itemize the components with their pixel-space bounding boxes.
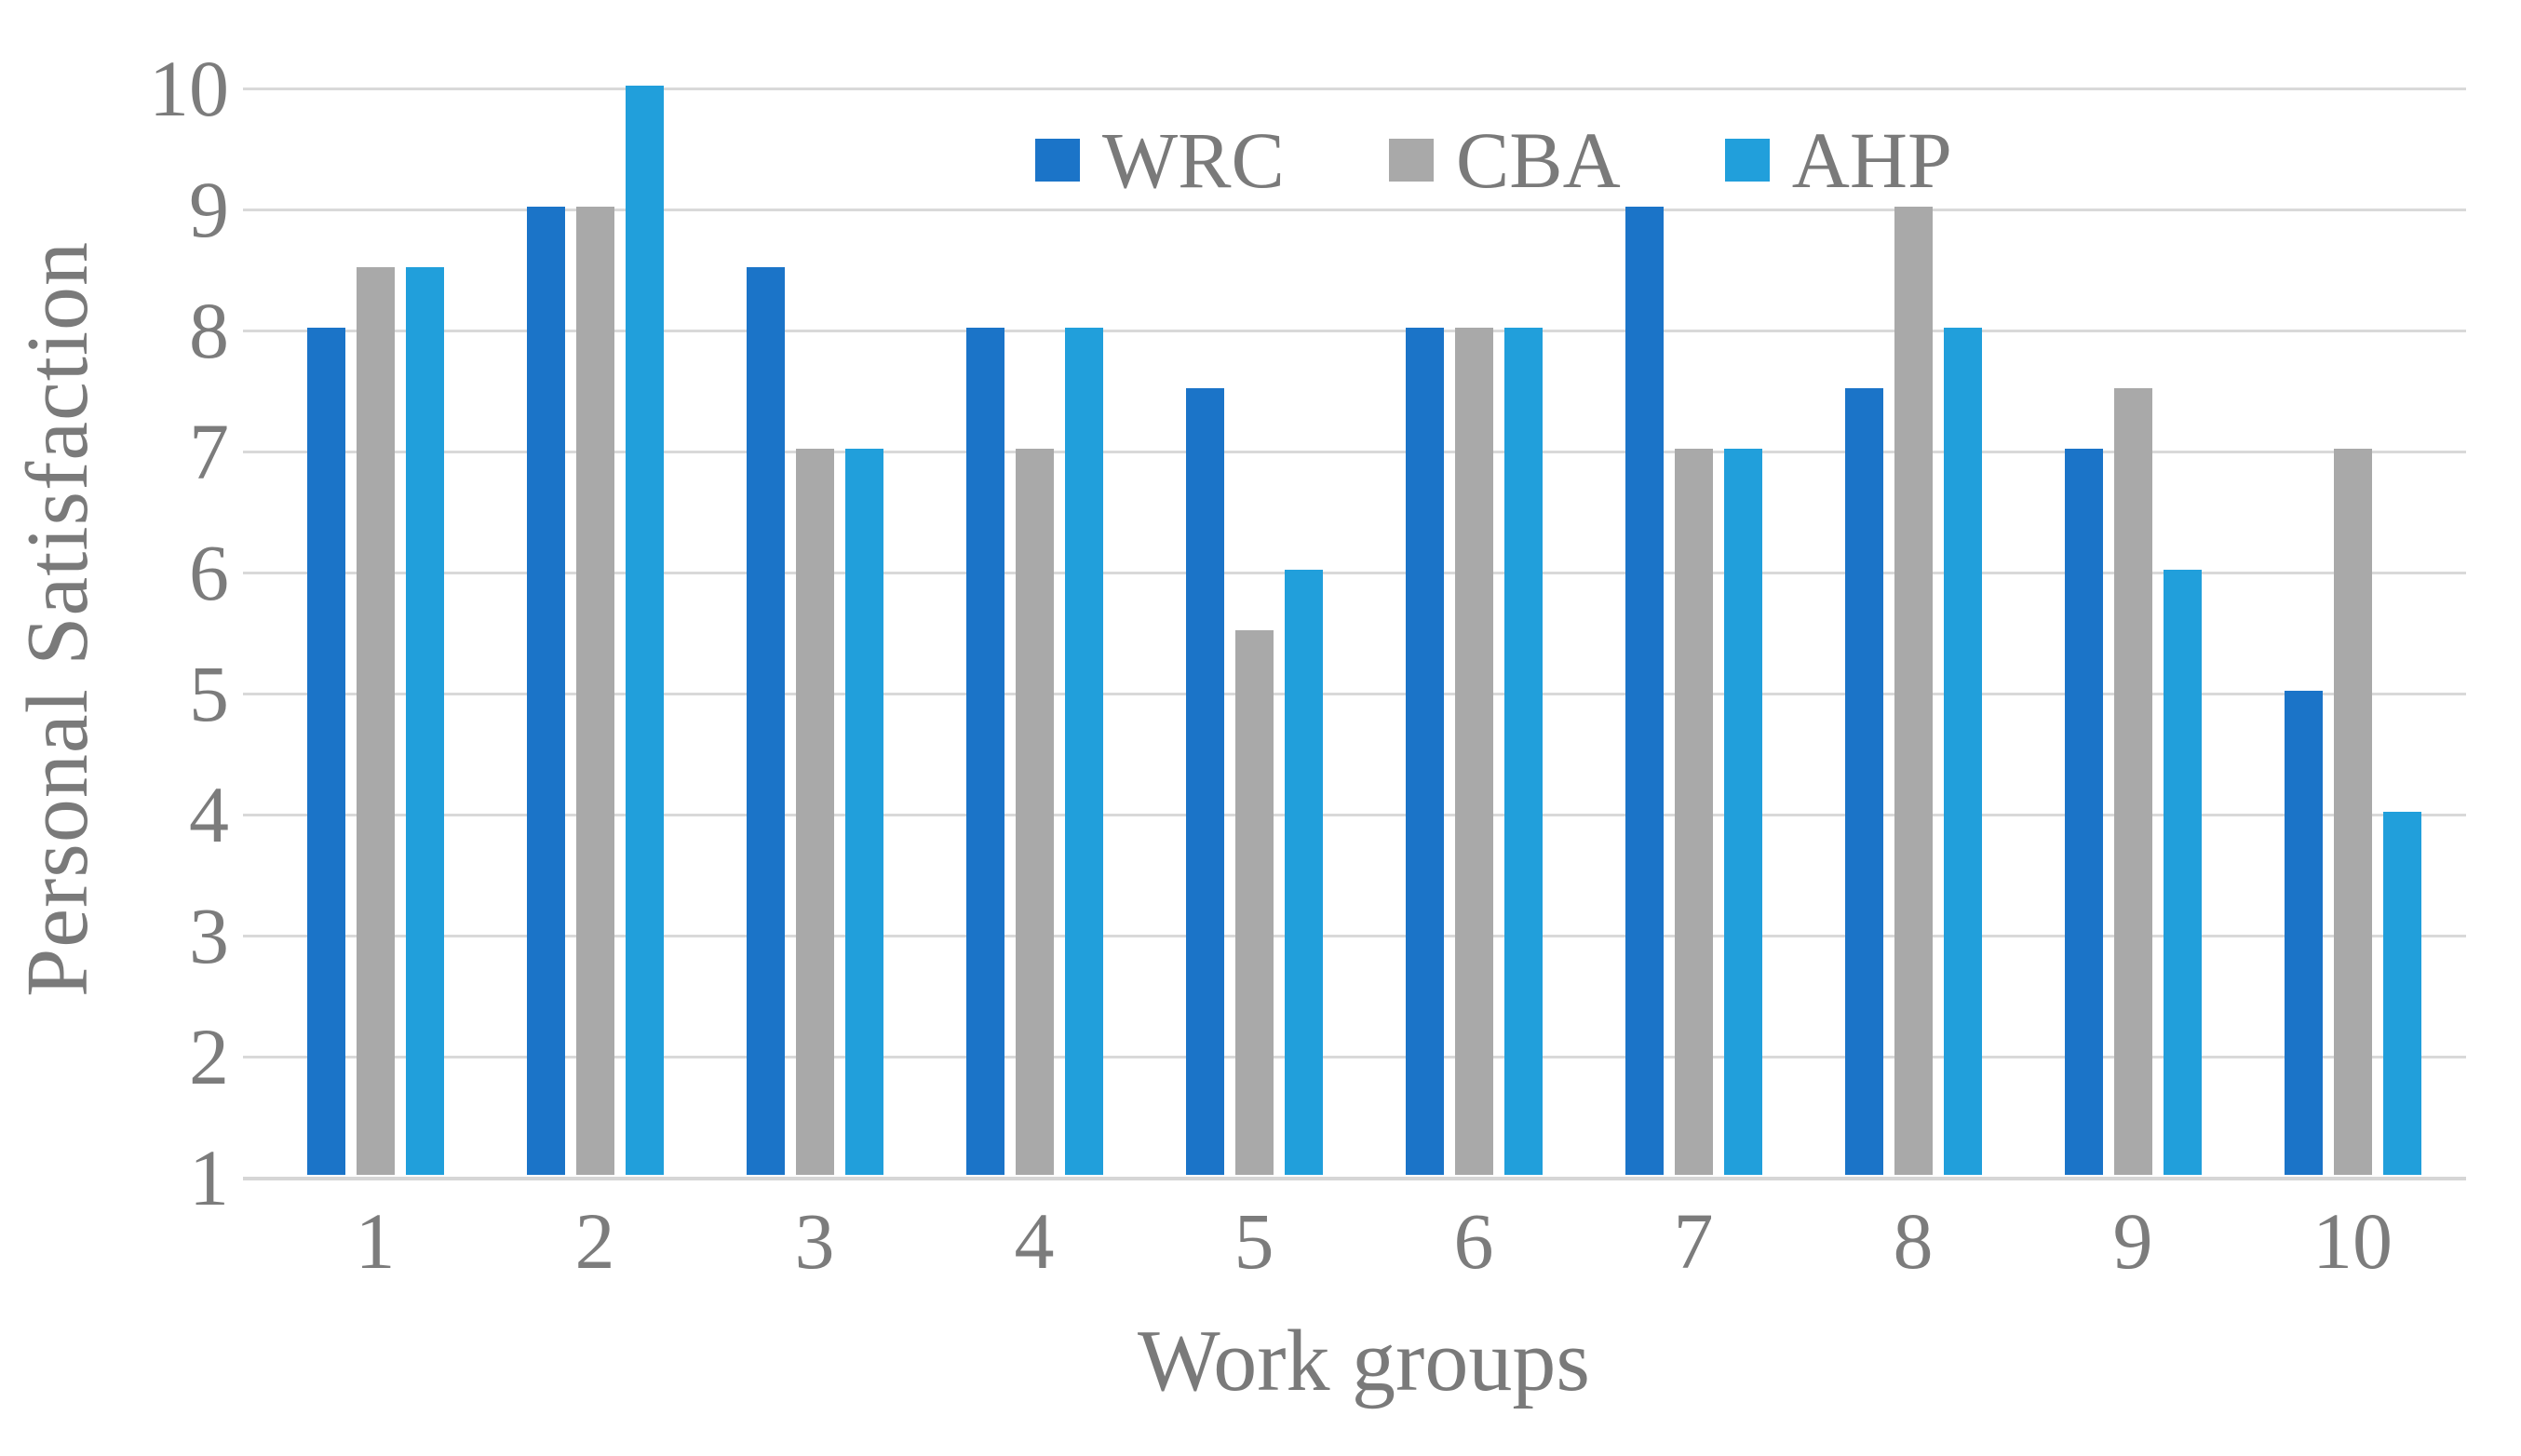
x-tick-label-8: 8 xyxy=(1893,1196,1934,1286)
bar-cba-group-6 xyxy=(1454,328,1493,1175)
bar-ahp-group-6 xyxy=(1503,328,1543,1175)
bar-cba-group-7 xyxy=(1674,449,1713,1175)
bar-wrc-group-8 xyxy=(1844,388,1883,1175)
y-tick-label-4: 4 xyxy=(189,770,229,859)
bar-group-7 xyxy=(1584,88,1803,1175)
bar-ahp-group-7 xyxy=(1723,449,1762,1175)
bar-wrc-group-2 xyxy=(526,207,565,1175)
bar-wrc-group-1 xyxy=(306,328,345,1175)
gridline-y-1 xyxy=(243,1177,2466,1180)
gridline-y-4 xyxy=(243,814,2466,816)
legend-swatch-ahp xyxy=(1724,139,1770,182)
bar-wrc-group-6 xyxy=(1405,328,1444,1175)
bar-ahp-group-10 xyxy=(2382,812,2421,1175)
bar-group-2 xyxy=(485,86,705,1175)
bar-cba-group-8 xyxy=(1894,207,1933,1175)
y-tick-label-5: 5 xyxy=(189,649,229,738)
bar-group-9 xyxy=(2023,88,2243,1175)
bar-group-1 xyxy=(265,88,485,1175)
x-axis-ticks: 1 2 3 4 5 6 7 8 9 10 xyxy=(265,1194,2462,1287)
y-tick-label-1: 1 xyxy=(189,1133,229,1222)
legend-swatch-wrc xyxy=(1035,139,1080,182)
x-tick-label-7: 7 xyxy=(1673,1196,1714,1286)
bar-ahp-group-8 xyxy=(1943,328,1982,1175)
bar-wrc-group-5 xyxy=(1185,388,1224,1175)
x-tick-label-5: 5 xyxy=(1234,1196,1274,1286)
x-tick-label-10: 10 xyxy=(2312,1196,2393,1286)
gridline-y-7 xyxy=(243,451,2466,453)
bar-wrc-group-9 xyxy=(2064,449,2103,1175)
bar-cba-group-5 xyxy=(1234,630,1274,1175)
bar-ahp-group-9 xyxy=(2163,570,2202,1175)
plot-area xyxy=(243,86,2466,1180)
legend-label-cba: CBA xyxy=(1455,115,1621,205)
gridline-y-10 xyxy=(243,88,2466,90)
x-tick-label-2: 2 xyxy=(574,1196,615,1286)
bar-wrc-group-3 xyxy=(746,267,785,1175)
y-tick-label-7: 7 xyxy=(189,407,229,496)
bar-wrc-group-7 xyxy=(1624,207,1664,1175)
bar-cba-group-9 xyxy=(2113,388,2152,1175)
gridline-y-8 xyxy=(243,330,2466,332)
y-tick-label-6: 6 xyxy=(189,528,229,617)
bar-group-3 xyxy=(705,88,924,1175)
gridline-y-3 xyxy=(243,935,2466,937)
y-tick-label-10: 10 xyxy=(149,44,229,133)
bar-cba-group-10 xyxy=(2333,449,2372,1175)
y-tick-label-3: 3 xyxy=(189,891,229,980)
bar-wrc-group-10 xyxy=(2284,691,2323,1175)
bar-group-4 xyxy=(924,88,1144,1175)
gridline-y-5 xyxy=(243,693,2466,695)
y-tick-label-8: 8 xyxy=(189,286,229,375)
x-axis-title: Work groups xyxy=(1138,1313,1590,1409)
legend-item-cba: CBA xyxy=(1388,114,1621,207)
bar-group-8 xyxy=(1803,88,2023,1175)
x-tick-label-4: 4 xyxy=(1014,1196,1055,1286)
y-tick-label-2: 2 xyxy=(189,1012,229,1101)
x-tick-label-1: 1 xyxy=(355,1196,396,1286)
bar-group-10 xyxy=(2243,88,2462,1175)
bar-cba-group-1 xyxy=(356,267,395,1175)
bar-ahp-group-3 xyxy=(844,449,883,1175)
y-tick-label-9: 9 xyxy=(189,165,229,254)
x-tick-label-9: 9 xyxy=(2112,1196,2153,1286)
bar-cba-group-4 xyxy=(1015,449,1054,1175)
x-tick-label-3: 3 xyxy=(794,1196,835,1286)
legend-swatch-cba xyxy=(1388,139,1434,182)
bar-wrc-group-4 xyxy=(965,328,1004,1175)
bar-ahp-group-1 xyxy=(405,267,444,1175)
bar-cba-group-3 xyxy=(795,449,834,1175)
x-tick-label-6: 6 xyxy=(1453,1196,1494,1286)
bar-ahp-group-5 xyxy=(1284,570,1323,1175)
gridline-y-2 xyxy=(243,1056,2466,1058)
legend-label-wrc: WRC xyxy=(1102,115,1285,205)
legend: WRC CBA AHP xyxy=(1035,114,1952,207)
gridline-y-6 xyxy=(243,572,2466,574)
gridline-y-9 xyxy=(243,209,2466,211)
bar-cba-group-2 xyxy=(575,207,614,1175)
legend-item-ahp: AHP xyxy=(1724,114,1952,207)
legend-item-wrc: WRC xyxy=(1035,114,1285,207)
bar-group-5 xyxy=(1144,88,1364,1175)
bar-ahp-group-2 xyxy=(625,86,664,1175)
bar-ahp-group-4 xyxy=(1064,328,1103,1175)
legend-label-ahp: AHP xyxy=(1791,115,1952,205)
bar-group-6 xyxy=(1364,88,1584,1175)
